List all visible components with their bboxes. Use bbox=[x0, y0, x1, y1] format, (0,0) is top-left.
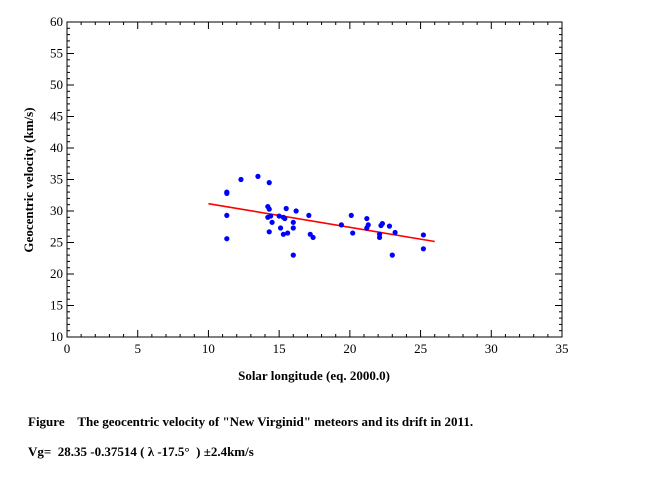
data-point bbox=[282, 215, 288, 222]
y-axis-label: Geocentric velocity (km/s) bbox=[21, 107, 36, 252]
data-point bbox=[338, 222, 344, 228]
y-tick-label: 50 bbox=[50, 77, 63, 92]
data-point bbox=[350, 230, 356, 236]
data-point bbox=[266, 206, 272, 212]
data-point bbox=[306, 212, 312, 219]
data-point bbox=[285, 230, 291, 236]
data-point bbox=[420, 246, 426, 252]
y-tick-label: 25 bbox=[50, 235, 63, 250]
data-point bbox=[224, 236, 230, 242]
x-axis-label: Solar longitude (eq. 2000.0) bbox=[238, 368, 390, 383]
data-point bbox=[348, 212, 354, 219]
data-point bbox=[376, 234, 383, 241]
x-tick-label: 15 bbox=[273, 341, 286, 356]
data-point bbox=[269, 219, 275, 225]
y-tick-label: 40 bbox=[50, 140, 63, 155]
data-point bbox=[290, 225, 296, 231]
x-tick-label: 35 bbox=[556, 341, 569, 356]
data-point bbox=[276, 213, 282, 219]
data-point bbox=[224, 212, 230, 219]
data-point bbox=[420, 232, 426, 238]
plot-frame bbox=[66, 21, 563, 338]
y-tick-label: 35 bbox=[50, 172, 63, 187]
data-point bbox=[280, 231, 286, 237]
x-tick-label: 25 bbox=[414, 341, 427, 356]
data-point bbox=[364, 215, 370, 222]
chart: 0 5 10 15 20 25 30 35 10 15 20 25 30 35 40 45 50 55 60 Sol… bbox=[21, 14, 569, 383]
data-point bbox=[378, 222, 384, 229]
y-tick-label: 30 bbox=[50, 203, 63, 218]
data-point bbox=[283, 205, 289, 212]
x-tick-label: 30 bbox=[485, 341, 498, 356]
data-point bbox=[364, 225, 370, 231]
data-point bbox=[238, 176, 244, 183]
fit-formula: Vg= 28.35 -0.37514 ( λ -17.5° ) ±2.4km/s bbox=[28, 444, 254, 459]
y-tick-label: 15 bbox=[50, 298, 63, 313]
data-point bbox=[265, 214, 271, 220]
x-tick-label: 5 bbox=[134, 341, 141, 356]
x-tick-label: 10 bbox=[202, 341, 215, 356]
data-point bbox=[392, 229, 398, 236]
data-point bbox=[224, 190, 230, 196]
data-point bbox=[266, 229, 272, 235]
y-tick-label: 55 bbox=[50, 46, 63, 61]
data-point bbox=[255, 173, 261, 179]
data-point bbox=[277, 225, 284, 231]
data-point bbox=[386, 223, 393, 229]
fit-line bbox=[208, 202, 435, 243]
data-point bbox=[310, 234, 316, 241]
data-point bbox=[290, 219, 296, 225]
y-tick-label: 60 bbox=[50, 14, 63, 29]
data-point bbox=[389, 252, 395, 258]
y-tick-label: 45 bbox=[50, 109, 63, 124]
x-tick-label: 20 bbox=[343, 341, 356, 356]
y-tick-label: 10 bbox=[50, 329, 63, 344]
data-point bbox=[290, 252, 296, 258]
data-point bbox=[266, 180, 272, 186]
data-point bbox=[293, 208, 299, 214]
x-tick-label: 0 bbox=[64, 341, 71, 356]
figure-caption: Figure The geocentric velocity of "New V… bbox=[28, 414, 474, 429]
y-tick-label: 20 bbox=[50, 266, 63, 281]
